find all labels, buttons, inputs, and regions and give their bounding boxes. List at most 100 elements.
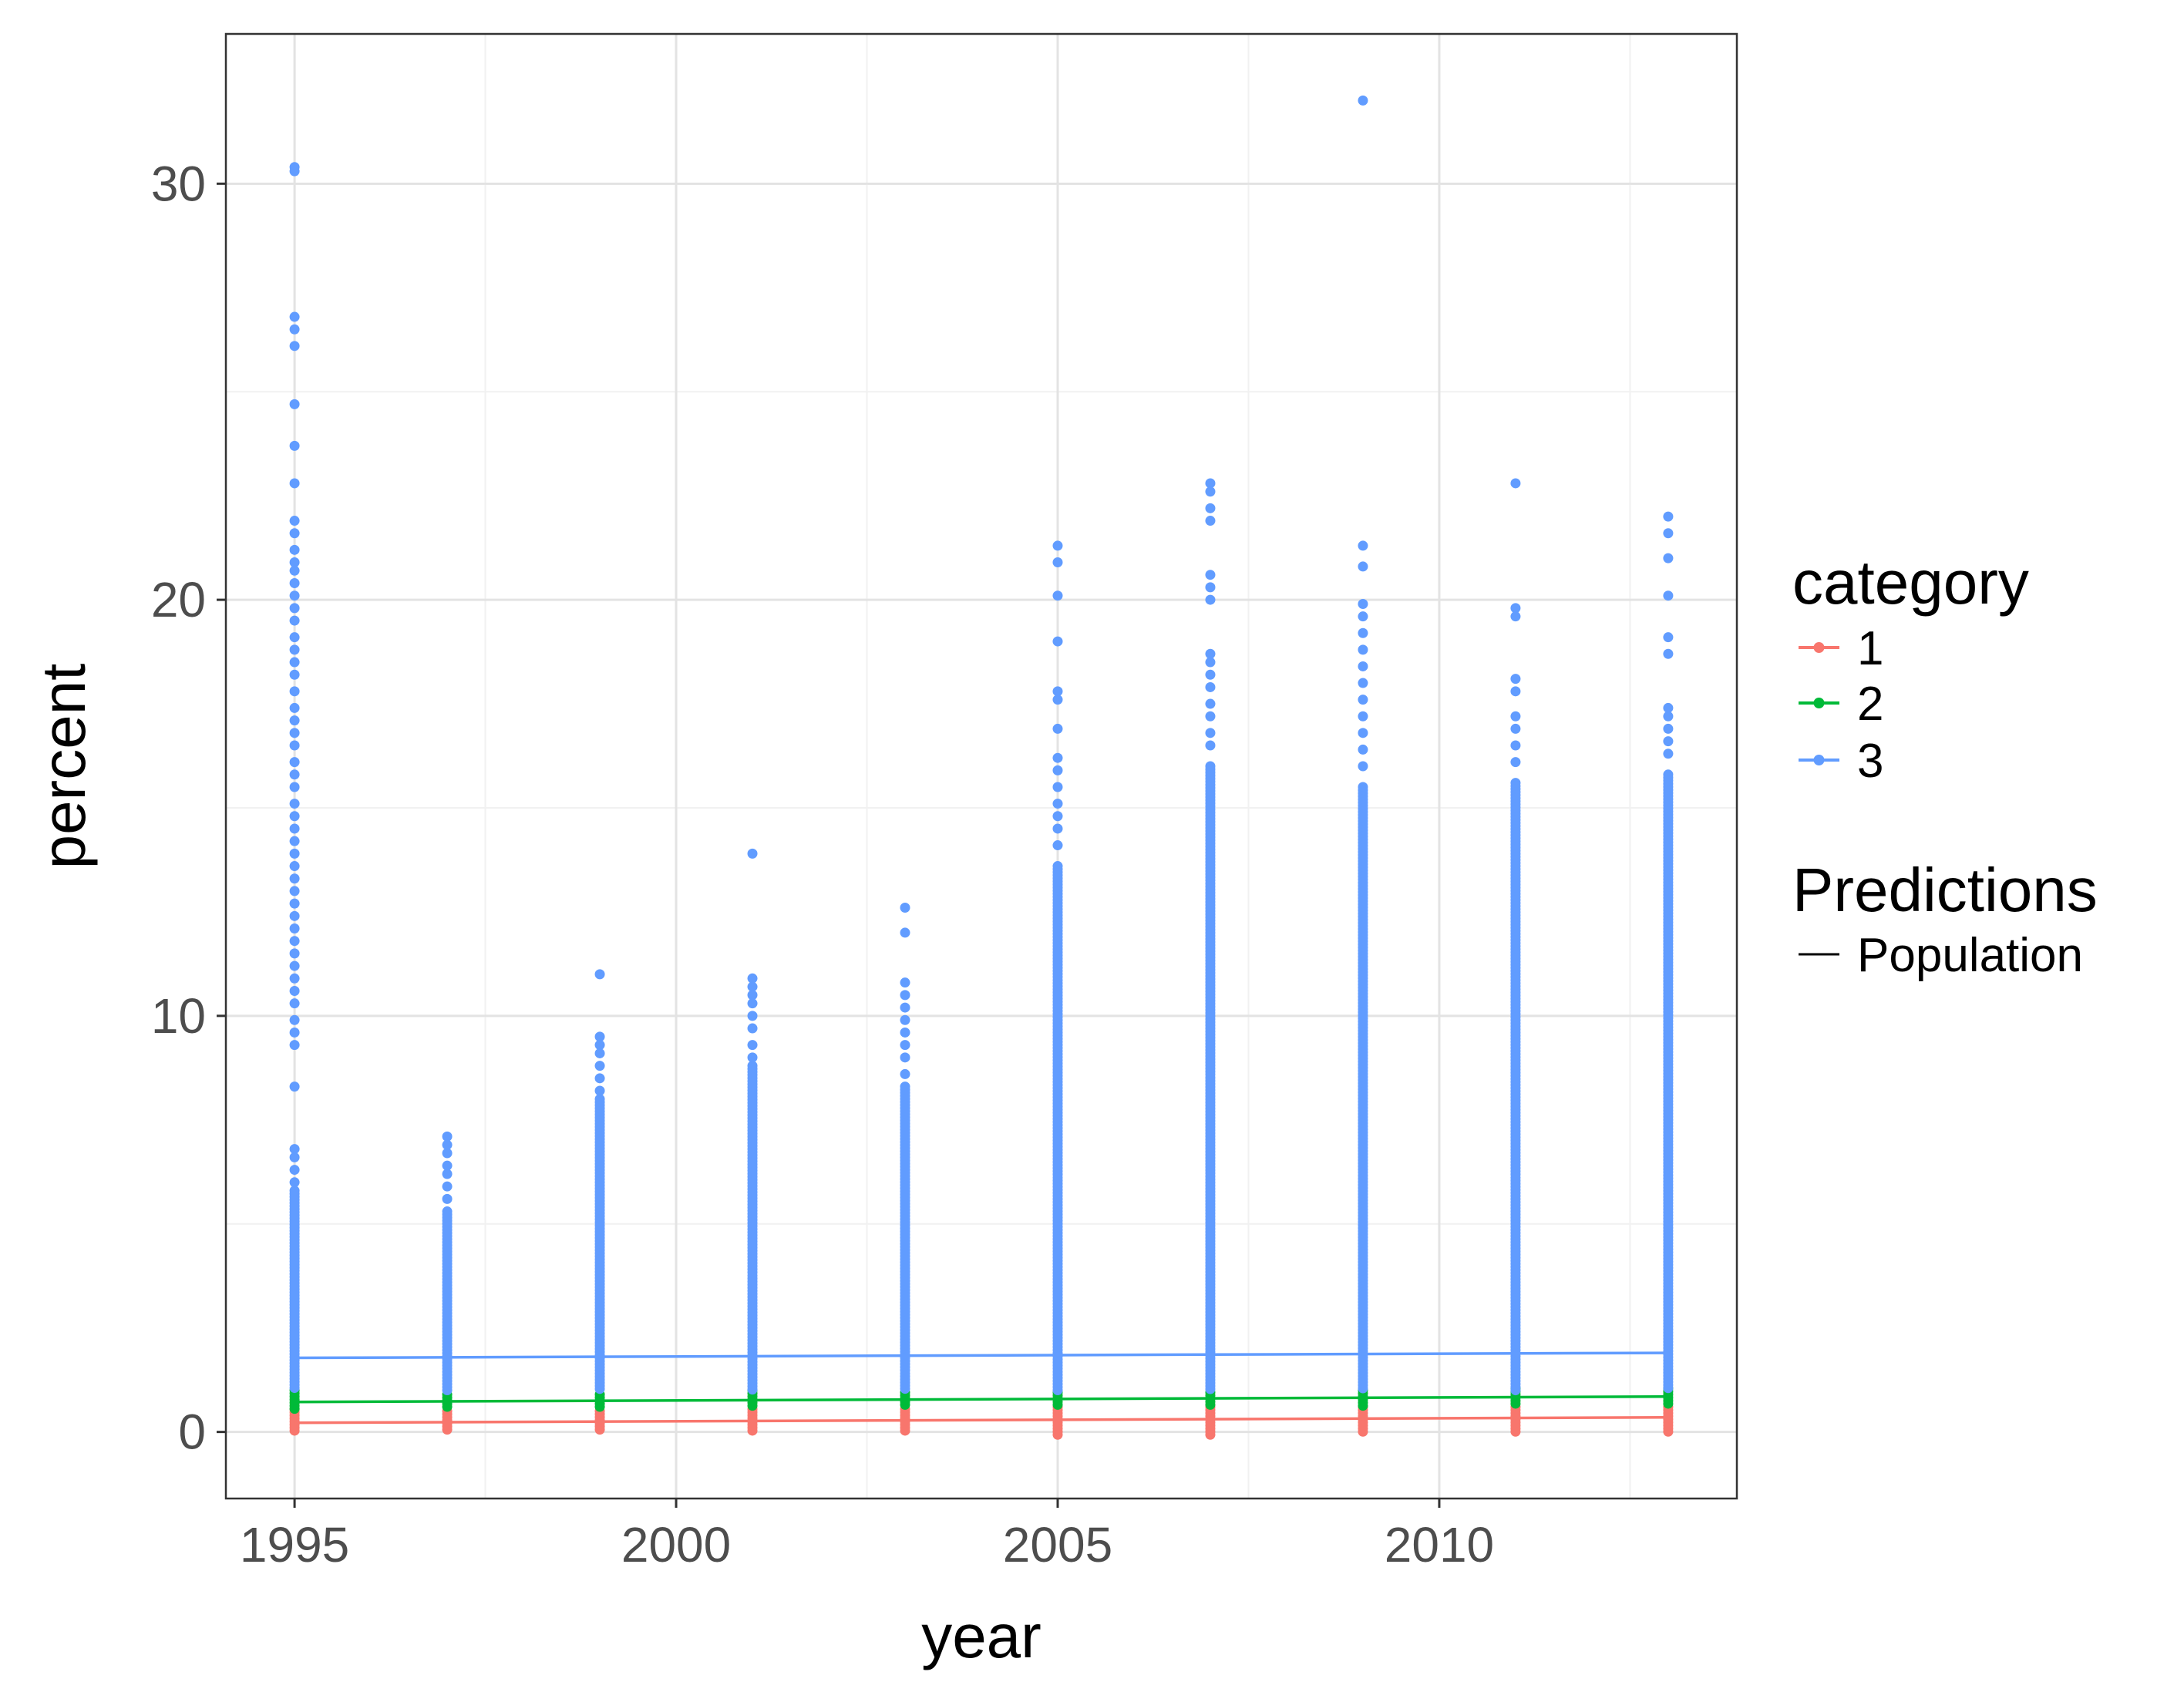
y-tick-label: 30 xyxy=(151,156,206,211)
data-point-series-3 xyxy=(594,1061,605,1071)
data-point-series-3 xyxy=(900,1068,910,1079)
data-point-series-3 xyxy=(289,886,300,896)
data-point-series-3 xyxy=(900,977,910,988)
legend-key-3: 3 xyxy=(1799,735,1883,788)
data-point-series-3 xyxy=(289,848,300,859)
y-tick-label: 0 xyxy=(178,1404,206,1460)
x-axis-title: year xyxy=(921,1602,1042,1670)
data-point-series-3 xyxy=(1358,598,1368,609)
data-point-series-3 xyxy=(1052,695,1063,705)
prediction-line-series-3 xyxy=(294,1351,1668,1360)
data-point-series-1 xyxy=(442,1425,453,1435)
data-point-series-3 xyxy=(289,973,300,984)
data-point-series-3 xyxy=(289,861,300,872)
legend-label-1: 1 xyxy=(1857,622,1883,675)
data-point-series-3 xyxy=(747,1052,758,1063)
data-point-series-3 xyxy=(747,1384,758,1395)
data-point-series-3 xyxy=(1663,1383,1674,1394)
data-point-series-3 xyxy=(289,578,300,588)
data-point-series-3 xyxy=(1358,661,1368,671)
data-point-series-3 xyxy=(289,341,300,352)
data-point-series-3 xyxy=(289,728,300,738)
data-point-series-3 xyxy=(289,440,300,451)
legend-key-1: 1 xyxy=(1799,622,1883,675)
data-point-series-3 xyxy=(289,1152,300,1162)
data-point-series-3 xyxy=(289,686,300,697)
data-point-series-3 xyxy=(1510,611,1521,622)
data-point-series-3 xyxy=(289,603,300,614)
data-point-series-3 xyxy=(1205,570,1216,580)
data-point-series-3 xyxy=(747,990,758,1001)
legend-title-category: category xyxy=(1792,548,2029,617)
data-point-series-3 xyxy=(1052,811,1063,822)
data-point-series-3 xyxy=(1358,540,1368,551)
data-point-series-3 xyxy=(1358,761,1368,772)
data-point-series-3 xyxy=(1052,636,1063,647)
data-point-series-3 xyxy=(1663,590,1674,601)
y-tick-label: 10 xyxy=(151,988,206,1044)
data-point-series-3 xyxy=(289,528,300,539)
data-point-series-3 xyxy=(594,1048,605,1058)
data-point-series-2 xyxy=(1510,1398,1521,1409)
data-point-series-3 xyxy=(442,1169,453,1179)
data-point-series-3 xyxy=(1358,695,1368,705)
data-point-series-3 xyxy=(289,399,300,409)
data-point-series-3 xyxy=(1205,486,1216,497)
prediction-line-series-1 xyxy=(294,1415,1668,1425)
data-point-series-3 xyxy=(289,948,300,959)
panel-border xyxy=(224,32,1738,1500)
data-point-series-3 xyxy=(289,516,300,526)
prediction-lines xyxy=(294,1351,1668,1425)
data-point-series-3 xyxy=(289,898,300,909)
data-point-series-3 xyxy=(289,799,300,809)
data-point-series-2 xyxy=(442,1401,453,1412)
data-point-series-1 xyxy=(1205,1429,1216,1440)
data-point-series-3 xyxy=(289,769,300,780)
data-point-series-3 xyxy=(1358,678,1368,688)
data-point-series-3 xyxy=(1663,748,1674,759)
y-axis-title: percent xyxy=(29,664,98,870)
data-point-series-3 xyxy=(289,166,300,177)
data-point-series-3 xyxy=(289,923,300,934)
data-point-series-3 xyxy=(1358,744,1368,755)
data-point-series-3 xyxy=(1510,711,1521,722)
data-point-series-3 xyxy=(900,903,910,913)
data-point-series-3 xyxy=(442,1131,453,1142)
data-point-series-3 xyxy=(1663,711,1674,722)
data-point-series-2 xyxy=(1358,1401,1368,1411)
x-tick-label: 2000 xyxy=(621,1517,731,1573)
data-point-series-2 xyxy=(900,1399,910,1410)
data-point-series-1 xyxy=(900,1425,910,1436)
legend-title-predictions: Predictions xyxy=(1792,856,2098,924)
data-point-series-1 xyxy=(1052,1429,1063,1440)
data-point-series-2 xyxy=(747,1401,758,1411)
data-point-series-3 xyxy=(1205,669,1216,680)
data-point-series-3 xyxy=(1510,603,1521,614)
data-point-series-3 xyxy=(1663,648,1674,659)
data-point-series-3 xyxy=(1205,728,1216,738)
data-point-series-3 xyxy=(289,985,300,996)
data-point-series-3 xyxy=(289,998,300,1009)
legend-label-population: Population xyxy=(1857,929,2083,982)
data-point-series-3 xyxy=(1663,553,1674,563)
data-point-series-3 xyxy=(1358,728,1368,738)
data-point-series-3 xyxy=(289,657,300,668)
data-point-series-3 xyxy=(289,565,300,576)
data-point-series-3 xyxy=(1052,686,1063,697)
data-point-series-3 xyxy=(289,1014,300,1025)
data-point-series-3 xyxy=(1205,516,1216,526)
data-point-series-2 xyxy=(594,1401,605,1412)
data-point-series-3 xyxy=(1663,528,1674,539)
data-point-series-3 xyxy=(1205,648,1216,659)
data-point-series-3 xyxy=(289,715,300,726)
data-point-series-3 xyxy=(1205,594,1216,605)
data-point-series-3 xyxy=(1052,799,1063,809)
data-point-series-3 xyxy=(1358,561,1368,572)
data-point-series-3 xyxy=(747,981,758,992)
data-point-series-3 xyxy=(594,969,605,980)
data-point-series-2 xyxy=(1663,1398,1674,1409)
x-tick-label: 2010 xyxy=(1385,1517,1494,1573)
data-point-series-3 xyxy=(900,1014,910,1025)
data-point-series-3 xyxy=(1052,1385,1063,1396)
